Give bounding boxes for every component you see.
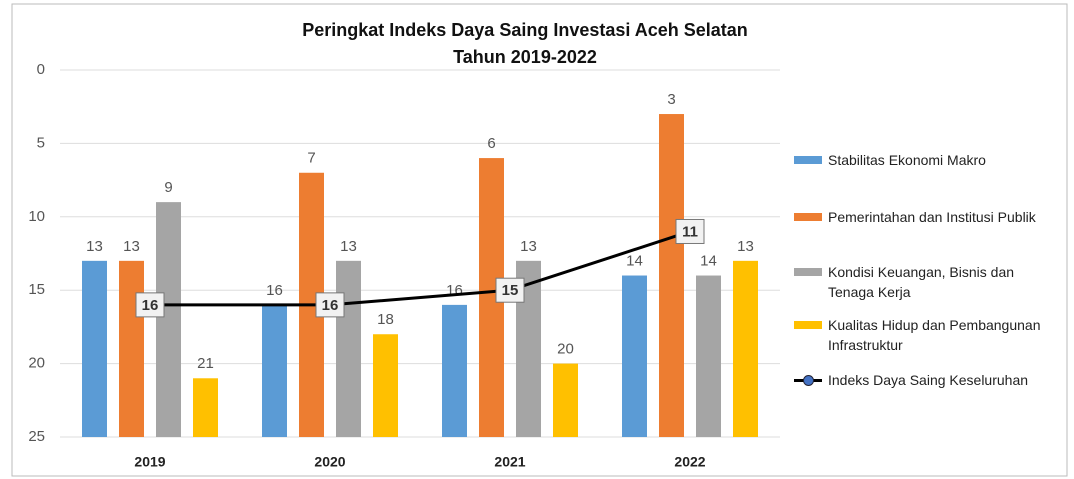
bar [442,304,467,437]
bar-label: 3 [667,91,675,108]
line-label-box [675,218,705,244]
line-label-box [315,292,345,318]
bar [622,275,647,437]
line-label-box [495,277,525,303]
line-label-box [135,292,165,318]
bar [119,260,144,437]
legend-swatch [794,321,822,329]
bar [82,260,107,437]
line-label: 15 [502,282,519,299]
bar [156,202,181,437]
bar [373,334,398,437]
bar-label: 13 [737,238,754,255]
legend-label: Kualitas Hidup dan Pembangunan Infrastru… [828,317,1041,353]
bar-label: 6 [487,135,495,152]
legend-swatch [794,375,822,386]
bar [696,275,721,437]
bar-label: 16 [266,282,283,299]
legend-label: Stabilitas Ekonomi Makro [828,152,986,168]
bar [659,114,684,437]
y-tick-label: 10 [28,208,45,225]
legend-item: Pemerintahan dan Institusi Publik [790,207,1050,227]
bar-label: 14 [626,252,643,269]
bar-label: 13 [520,238,537,255]
legend-swatch [794,213,822,221]
legend-item: Stabilitas Ekonomi Makro [790,150,1050,170]
bar-label: 18 [377,311,394,328]
bar [733,260,758,437]
line-label: 16 [322,297,339,314]
legend-label: Indeks Daya Saing Keseluruhan [828,372,1029,388]
line-label: 11 [682,223,698,240]
x-tick-label: 2020 [314,454,345,470]
legend-label: Kondisi Keuangan, Bisnis dan Tenaga Kerj… [828,264,1015,300]
y-tick-label: 15 [28,281,45,298]
x-tick-label: 2019 [134,454,165,470]
bar [193,378,218,437]
line-label: 16 [142,297,159,314]
bar [336,260,361,437]
legend-label: Pemerintahan dan Institusi Publik [828,209,1036,225]
bar-label: 14 [700,252,717,269]
legend-marker [803,375,814,386]
x-tick-label: 2022 [674,454,705,470]
chart-title: Peringkat Indeks Daya Saing Investasi Ac… [302,20,748,40]
chart-title: Tahun 2019-2022 [453,47,597,67]
bar-label: 13 [123,238,140,255]
y-tick-label: 0 [37,61,45,78]
bar-label: 13 [340,238,357,255]
bar-label: 7 [307,150,315,167]
bar [262,304,287,437]
bar [553,363,578,437]
y-tick-label: 20 [28,355,45,372]
x-tick-label: 2021 [494,454,525,470]
bar-label: 20 [557,341,574,358]
frame [11,3,1068,477]
legend-swatch [794,156,822,164]
bar-label: 9 [164,179,172,196]
legend-item: Indeks Daya Saing Keseluruhan [790,370,1050,390]
legend-swatch [794,268,822,276]
bar-label: 21 [197,355,214,372]
bar-label: 13 [86,238,103,255]
line [150,230,691,307]
legend-item: Kondisi Keuangan, Bisnis dan Tenaga Kerj… [790,262,1050,302]
y-tick-label: 5 [37,134,45,151]
y-tick-label: 25 [28,428,45,445]
legend-item: Kualitas Hidup dan Pembangunan Infrastru… [790,315,1050,355]
